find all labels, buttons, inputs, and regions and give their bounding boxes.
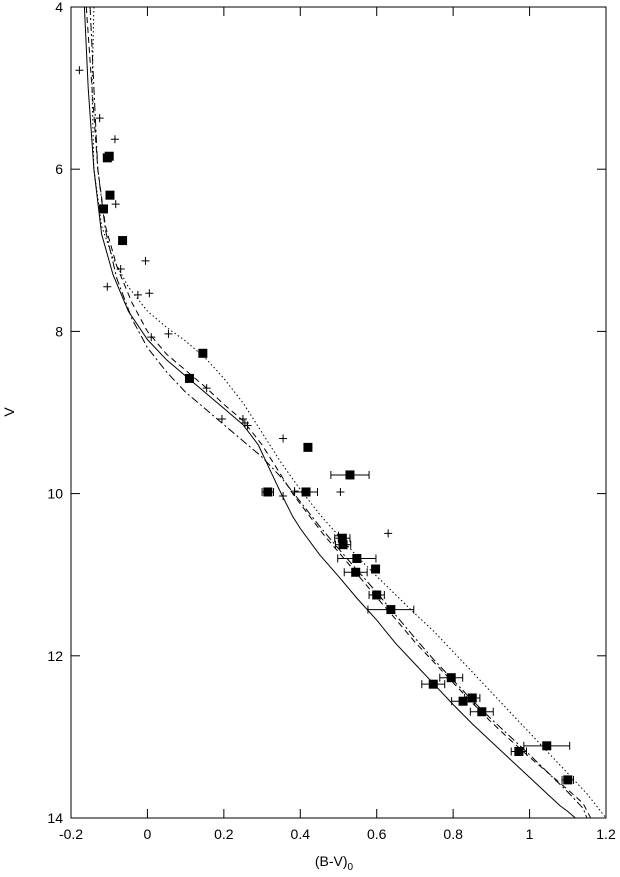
square-point: [337, 533, 347, 543]
model-curve-solid: [83, 6, 576, 819]
plus-point: [95, 114, 104, 123]
plus-point: [279, 434, 288, 443]
square-point: [477, 707, 487, 717]
model-curve-dashed: [85, 6, 592, 819]
y-tick-label: 10: [47, 486, 63, 502]
square-point: [104, 151, 114, 161]
square-point: [467, 693, 477, 703]
square-points: [98, 151, 573, 785]
y-axis-title: V: [1, 407, 17, 417]
square-point: [458, 696, 468, 706]
plot-frame: [70, 6, 607, 819]
plus-points: [75, 66, 393, 540]
square-point: [118, 236, 128, 246]
x-tick-label: -0.2: [59, 826, 83, 842]
x-tick-label: 0.6: [367, 826, 387, 842]
plus-point: [75, 66, 84, 75]
plus-point: [334, 531, 343, 540]
square-point: [446, 673, 456, 683]
y-tick-label: 12: [47, 648, 63, 664]
square-point: [514, 746, 524, 756]
square-point: [371, 564, 381, 574]
x-tick-label: 0.4: [291, 826, 311, 842]
plus-point: [164, 329, 173, 338]
plus-point: [243, 421, 252, 430]
plus-point: [336, 487, 345, 496]
plus-point: [111, 200, 120, 209]
square-point: [301, 487, 311, 497]
x-tick-labels: -0.2 0 0.2 0.4 0.6 0.8 1 1.2: [59, 826, 616, 842]
y-tick-labels: 4 6 8 10 12 14: [47, 0, 63, 826]
x-tick-label: 0.2: [214, 826, 234, 842]
square-point: [303, 442, 313, 452]
plus-point: [384, 529, 393, 538]
x-axis-title: (B-V)0: [315, 853, 354, 873]
y-tick-label: 8: [55, 323, 63, 339]
plus-point: [147, 333, 156, 342]
model-curves: [83, 6, 607, 819]
square-point: [372, 590, 382, 600]
square-point: [105, 190, 115, 200]
y-tick-label: 6: [55, 161, 63, 177]
square-point: [351, 567, 361, 577]
x-tick-label: 1: [526, 826, 534, 842]
y-tick-label: 14: [47, 810, 63, 826]
square-point: [386, 605, 396, 615]
square-point: [428, 679, 438, 689]
plus-point: [133, 290, 142, 299]
x-tick-label: 0: [144, 826, 152, 842]
plus-point: [265, 487, 274, 496]
plus-point: [116, 264, 125, 273]
plus-point: [290, 487, 299, 496]
plus-point: [279, 492, 288, 501]
x-tick-label: 1.2: [596, 826, 616, 842]
plus-point: [217, 414, 226, 423]
square-point: [542, 741, 552, 751]
plus-point: [238, 414, 247, 423]
square-point: [98, 204, 108, 214]
square-point: [184, 373, 194, 383]
plus-point: [202, 384, 211, 393]
plus-point: [141, 256, 150, 265]
model-curve-dotted: [91, 6, 607, 819]
square-point: [345, 470, 355, 480]
x-tick-label: 0.8: [443, 826, 463, 842]
plus-point: [145, 289, 154, 298]
square-point: [563, 775, 573, 785]
plus-point: [103, 282, 112, 291]
square-point: [338, 540, 348, 550]
y-tick-label: 4: [55, 0, 63, 15]
model-curve-dashdot: [89, 6, 588, 819]
error-bars: [261, 470, 575, 784]
axis-ticks: [70, 6, 607, 819]
square-point: [198, 348, 208, 358]
x-axis-title-subscript: 0: [348, 862, 354, 873]
x-axis-title-main: (B-V): [315, 853, 348, 869]
square-point: [352, 553, 362, 563]
plus-point: [110, 135, 119, 144]
